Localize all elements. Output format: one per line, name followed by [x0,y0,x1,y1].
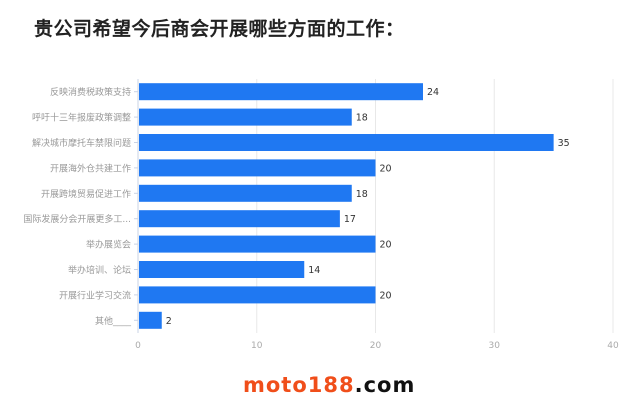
bar [139,159,376,177]
category-label: 解决城市摩托车禁限问题 [32,137,131,149]
data-label: 14 [308,265,320,276]
category-label: 呼吁十三年报废政策调整 [32,112,131,124]
data-label: 35 [558,138,570,149]
bar [139,184,352,202]
category-label: 开展行业学习交流 [59,289,131,301]
x-tick-label: 0 [135,341,141,351]
category-label: 开展跨境贸易促进工作 [41,188,131,200]
data-label: 24 [427,87,439,98]
watermark-logo: moto188.com [243,373,416,397]
category-label: 举办展览会 [86,239,131,251]
data-label: 18 [356,113,368,124]
x-tick-label: 30 [489,341,501,351]
category-label: 国际发展分会开展更多工... [23,213,131,225]
bar [139,235,376,253]
data-label: 18 [356,189,368,200]
x-tick-label: 20 [370,341,382,351]
data-label: 17 [344,214,356,225]
data-label: 2 [166,316,172,327]
data-label: 20 [380,290,392,301]
category-label: 举办培训、论坛 [68,264,131,276]
bar [139,261,305,278]
bar [139,134,554,151]
bar [139,108,352,126]
data-label: 20 [380,163,392,174]
category-label: 开展海外仓共建工作 [50,162,131,174]
category-label: 反映消费税政策支持 [50,86,131,98]
bar [139,311,162,329]
bar [139,210,340,228]
x-tick-label: 10 [251,341,263,351]
x-tick-label: 40 [607,341,619,351]
bar [139,83,423,101]
chart-title: 贵公司希望今后商会开展哪些方面的工作： [34,18,405,40]
bar [139,286,376,304]
data-label: 20 [380,240,392,251]
category-label: 其他____ [95,315,132,327]
